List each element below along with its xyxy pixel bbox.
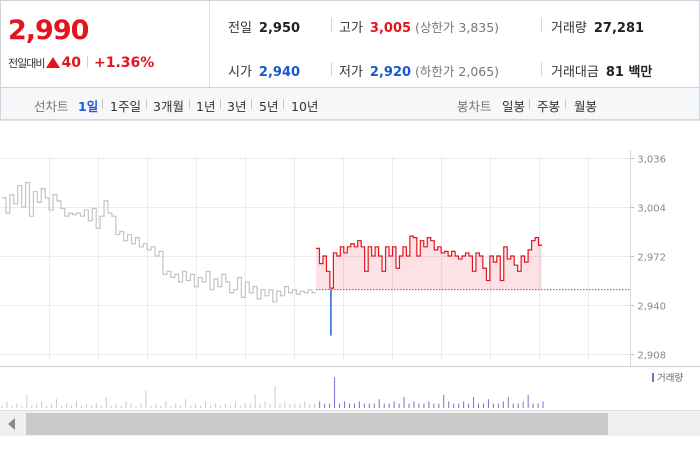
high-stat: 고가 3,005 (상한가 3,835) bbox=[339, 20, 500, 36]
divider bbox=[541, 62, 542, 76]
volume-stat: 거래량 27,281 bbox=[551, 21, 645, 36]
divider bbox=[220, 99, 221, 109]
divider bbox=[283, 99, 284, 109]
divider bbox=[331, 62, 332, 76]
candle-weekly[interactable]: 주봉 bbox=[537, 99, 561, 114]
low-stat: 저가 2,920 (하한가 2,065) bbox=[339, 64, 500, 80]
divider bbox=[541, 18, 542, 32]
period-1y[interactable]: 1년 bbox=[196, 99, 216, 114]
volume-legend-label: 거래량 bbox=[657, 372, 683, 384]
up-triangle-icon bbox=[46, 57, 61, 68]
change-value: 40 bbox=[61, 55, 81, 71]
candle-chart-label: 봉차트 bbox=[457, 99, 492, 114]
scroll-thumb[interactable] bbox=[26, 413, 608, 435]
y-tick-label: 2,940 bbox=[637, 302, 666, 313]
line-chart-label: 선차트 bbox=[34, 99, 69, 114]
divider bbox=[189, 99, 190, 109]
current-price: 2,990 bbox=[8, 15, 89, 46]
change-percent: +1.36% bbox=[93, 55, 155, 71]
divider bbox=[102, 99, 103, 109]
divider bbox=[146, 99, 147, 109]
history-series-line bbox=[2, 181, 316, 303]
change-label: 전일대비 bbox=[8, 57, 45, 70]
current-price-box: 2,990 전일대비 40 +1.36% bbox=[1, 1, 210, 87]
bottom-spacer bbox=[0, 436, 700, 450]
prev-close-value: 2,950 bbox=[258, 21, 301, 36]
amount-stat: 거래대금 81 백만 bbox=[551, 65, 653, 80]
today-series-line bbox=[316, 235, 542, 289]
low-value: 2,920 bbox=[369, 65, 412, 80]
open-value: 2,940 bbox=[258, 65, 301, 80]
y-tick-label: 2,908 bbox=[637, 351, 666, 362]
y-tick-label: 3,004 bbox=[637, 204, 666, 215]
volume-value: 27,281 bbox=[593, 21, 645, 36]
price-chart: 3,036 3,004 2,972 2,940 2,908 거래량 bbox=[0, 120, 700, 410]
period-1w[interactable]: 1주일 bbox=[110, 99, 141, 114]
period-selector: 선차트 1일 1주일 3개월 1년 3년 5년 10년 봉차트 일봉 주봉 월봉 bbox=[0, 88, 700, 120]
scroll-left-arrow-icon[interactable] bbox=[8, 418, 15, 430]
period-10y[interactable]: 10년 bbox=[291, 99, 319, 114]
divider bbox=[529, 99, 530, 109]
divider bbox=[251, 99, 252, 109]
volume-legend-swatch bbox=[652, 373, 654, 382]
divider bbox=[565, 99, 566, 109]
stock-summary: 2,990 전일대비 40 +1.36% 전일 2,950 시가 2,940 고가 3,0… bbox=[0, 0, 700, 88]
today-series-fill bbox=[316, 236, 542, 290]
divider bbox=[86, 56, 88, 68]
amount-value: 81 백만 bbox=[605, 65, 653, 80]
period-1d[interactable]: 1일 bbox=[78, 99, 99, 114]
y-tick-label: 3,036 bbox=[637, 155, 666, 166]
price-chart-svg: 3,036 3,004 2,972 2,940 2,908 거래량 bbox=[0, 120, 700, 408]
period-5y[interactable]: 5년 bbox=[259, 99, 279, 114]
price-change: 전일대비 40 +1.36% bbox=[8, 55, 154, 71]
lower-limit: (하한가 2,065) bbox=[415, 64, 500, 79]
candle-monthly[interactable]: 월봉 bbox=[574, 99, 598, 114]
chart-scrollbar[interactable] bbox=[0, 410, 700, 436]
upper-limit: (상한가 3,835) bbox=[415, 20, 500, 35]
period-3y[interactable]: 3년 bbox=[227, 99, 247, 114]
prev-close-stat: 전일 2,950 bbox=[228, 21, 301, 36]
y-tick-label: 2,972 bbox=[637, 253, 666, 264]
divider bbox=[331, 18, 332, 32]
period-3m[interactable]: 3개월 bbox=[153, 99, 184, 114]
open-stat: 시가 2,940 bbox=[228, 65, 301, 80]
high-value: 3,005 bbox=[369, 21, 412, 36]
candle-daily[interactable]: 일봉 bbox=[502, 99, 526, 114]
